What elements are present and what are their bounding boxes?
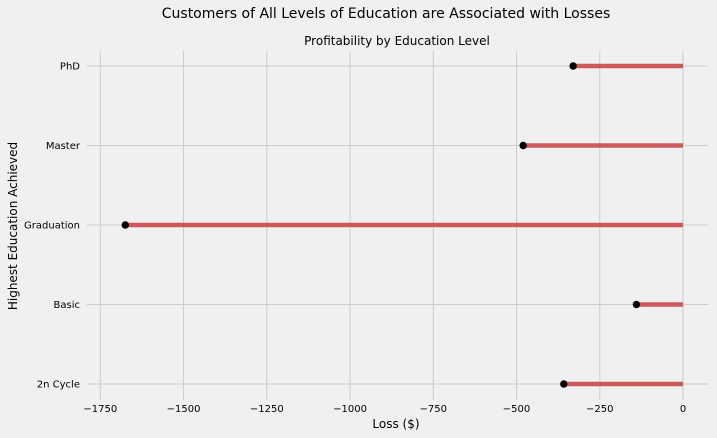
x-tick-label: −250 xyxy=(586,404,613,415)
y-tick-label: Graduation xyxy=(24,221,80,232)
lollipop-markers xyxy=(121,62,641,388)
lollipop-marker xyxy=(519,141,527,150)
x-tick-label: −1750 xyxy=(83,404,117,415)
lollipop-marker xyxy=(632,300,641,309)
y-tick-label: Basic xyxy=(54,300,80,311)
chart-suptitle: Customers of All Levels of Education are… xyxy=(162,6,611,22)
x-axis-label: Loss ($) xyxy=(372,417,419,431)
y-tick-label: 2n Cycle xyxy=(37,380,80,391)
lollipop-marker xyxy=(121,221,129,229)
x-tick-label: −1500 xyxy=(167,404,201,415)
chart-title: Profitability by Education Level xyxy=(304,34,490,48)
y-tick-labels: 2n Cycle Basic Graduation Master PhD xyxy=(24,62,81,391)
x-tick-label: −500 xyxy=(503,404,530,415)
y-axis-label: Highest Education Achieved xyxy=(6,142,20,310)
x-tick-label: −1000 xyxy=(333,404,367,415)
lollipop-stems xyxy=(125,63,684,387)
lollipop-marker xyxy=(560,380,568,388)
x-tick-label: 0 xyxy=(680,404,686,415)
x-tick-label: −1250 xyxy=(250,404,284,415)
x-tick-label: −750 xyxy=(420,404,447,415)
y-tick-label: Master xyxy=(46,141,81,152)
x-tick-labels: −1750 −1500 −1250 −1000 −750 −500 −250 0 xyxy=(83,404,686,415)
lollipop-marker xyxy=(569,62,577,70)
y-tick-label: PhD xyxy=(60,62,80,73)
